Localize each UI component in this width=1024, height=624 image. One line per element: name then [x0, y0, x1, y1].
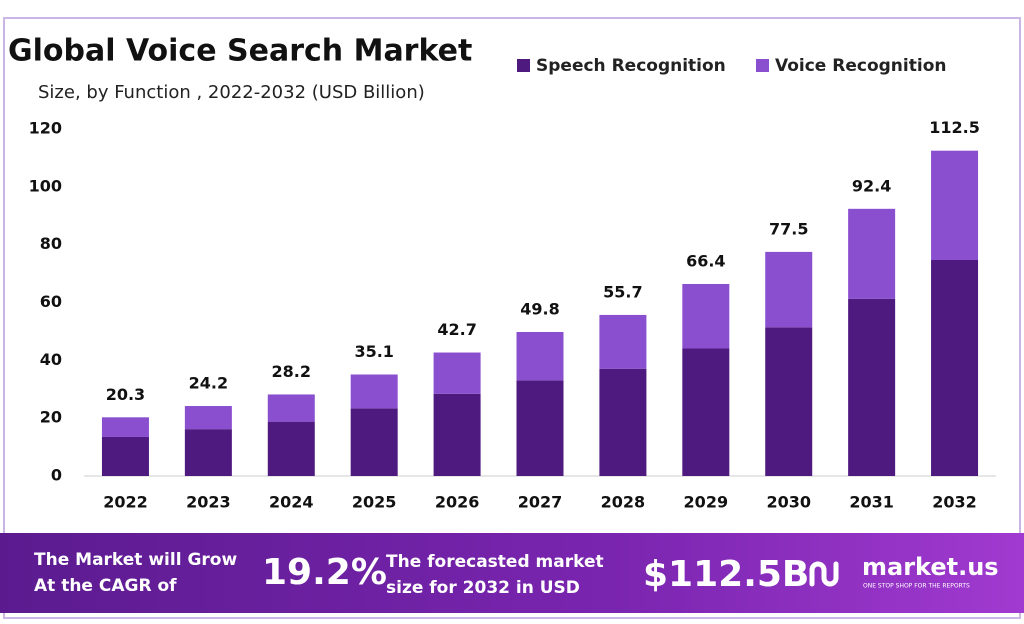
y-tick-label: 100: [29, 176, 62, 195]
total-label: 66.4: [686, 251, 725, 270]
tagline: ONE STOP SHOP FOR THE REPORTS: [863, 583, 970, 590]
bar-segment: [765, 251, 813, 328]
bar-segment: [765, 327, 813, 476]
x-tick-label: 2028: [601, 493, 646, 512]
bar-segment: [682, 348, 730, 476]
bar-segment: [350, 374, 398, 409]
x-tick-label: 2026: [435, 493, 480, 512]
chart-title: Global Voice Search Market: [8, 34, 472, 69]
bar-segment: [682, 283, 730, 349]
bar-segment: [184, 406, 232, 430]
forecast-value: $112.5B: [643, 554, 809, 595]
total-label: 77.5: [769, 219, 808, 238]
legend-label: Speech Recognition: [536, 56, 726, 76]
banner-text: size for 2032 in USD: [386, 578, 580, 598]
x-tick-label: 2024: [269, 493, 314, 512]
bar-segment: [848, 298, 896, 476]
banner-text: At the CAGR of: [34, 576, 177, 596]
logo: market.us: [862, 553, 999, 581]
y-tick-label: 60: [40, 292, 62, 311]
bar-segment: [101, 436, 149, 476]
total-label: 28.2: [272, 362, 311, 381]
total-label: 20.3: [106, 385, 145, 404]
bar-segment: [267, 394, 315, 422]
x-tick-label: 2030: [766, 493, 811, 512]
x-tick-label: 2023: [186, 493, 231, 512]
total-label: 55.7: [603, 282, 642, 301]
x-tick-label: 2025: [352, 493, 397, 512]
bar-segment: [350, 408, 398, 476]
legend-swatch: [517, 59, 530, 72]
bar-segment: [516, 331, 564, 381]
total-label: 24.2: [189, 374, 228, 393]
bar-segment: [848, 208, 896, 299]
bar-segment: [931, 259, 979, 476]
chart-subtitle: Size, by Function , 2022-2032 (USD Billi…: [38, 82, 425, 103]
total-label: 112.5: [929, 118, 980, 137]
y-tick-label: 20: [40, 408, 62, 427]
bar-segment: [599, 368, 647, 476]
total-label: 92.4: [852, 176, 891, 195]
bar-segment: [184, 429, 232, 476]
x-tick-label: 2029: [684, 493, 729, 512]
total-label: 35.1: [354, 342, 393, 361]
legend-label: Voice Recognition: [775, 56, 946, 76]
x-tick-label: 2032: [932, 493, 977, 512]
y-tick-label: 0: [51, 466, 62, 485]
x-tick-label: 2022: [103, 493, 148, 512]
bar-segment: [599, 314, 647, 369]
bar-segment: [931, 150, 979, 260]
logo-icon: [809, 561, 839, 587]
x-tick-label: 2031: [849, 493, 894, 512]
bar-segment: [101, 417, 149, 437]
y-tick-label: 40: [40, 350, 62, 369]
total-label: 49.8: [520, 299, 559, 318]
x-tick-label: 2027: [518, 493, 563, 512]
legend-swatch: [756, 59, 769, 72]
frame: [3, 17, 1021, 619]
y-tick-label: 120: [29, 119, 62, 138]
cagr-value: 19.2%: [262, 552, 387, 593]
bar-segment: [433, 352, 481, 394]
bar-segment: [516, 380, 564, 476]
banner-text: The forecasted market: [386, 552, 604, 572]
bar-segment: [267, 421, 315, 476]
banner-text: The Market will Grow: [34, 550, 237, 570]
total-label: 42.7: [437, 320, 476, 339]
bar-segment: [433, 393, 481, 476]
banner: [0, 533, 1024, 613]
y-tick-label: 80: [40, 234, 62, 253]
